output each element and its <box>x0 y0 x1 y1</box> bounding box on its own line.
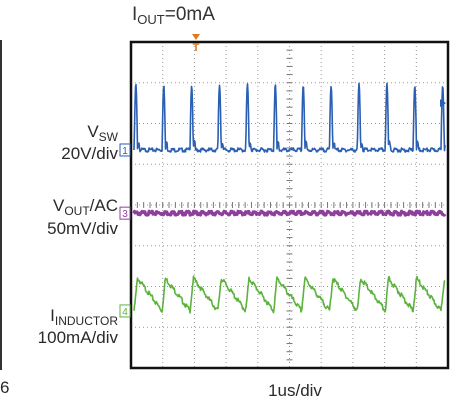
scale-vsw: 20V/div <box>61 144 118 163</box>
label-vout: VOUT/AC <box>52 196 118 218</box>
scale-iinductor: 100mA/div <box>37 328 118 347</box>
series-vsw <box>133 82 446 153</box>
chart-title: IOUT=0mA <box>132 4 215 27</box>
trigger-marker-label: T <box>193 42 200 54</box>
left-edge-line <box>0 40 2 370</box>
channel-marker-box <box>119 206 131 220</box>
channel-marker-label: 3 <box>122 209 128 220</box>
label-iinductor: IINDUCTOR <box>50 306 118 328</box>
scale-vout: 50mV/div <box>47 219 118 238</box>
channel-marker-label: 1 <box>122 146 128 157</box>
channel-marker-box <box>119 143 131 157</box>
stray-digit: 6 <box>0 378 10 397</box>
channel-marker-box <box>119 304 131 318</box>
series-vout-ac <box>132 209 447 217</box>
series-iinductor <box>133 275 446 314</box>
plot-frame <box>129 40 450 370</box>
trigger-level-arrow <box>440 99 446 108</box>
label-vsw: VSW <box>87 122 118 144</box>
channel-marker-label: 4 <box>122 307 128 318</box>
x-axis-label: 1us/div <box>268 381 322 400</box>
trigger-arrow <box>191 34 200 40</box>
